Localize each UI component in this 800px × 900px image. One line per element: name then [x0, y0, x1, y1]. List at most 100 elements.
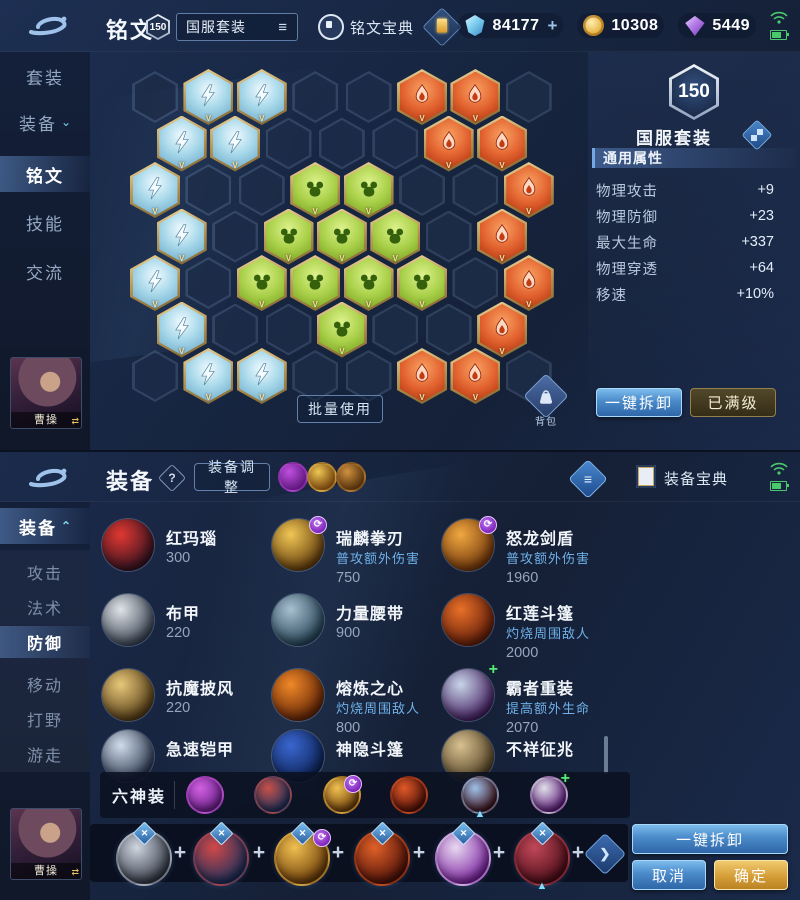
- build-slot-item[interactable]: ⟳ ✕: [274, 821, 331, 886]
- green-rune[interactable]: V: [397, 255, 447, 311]
- red-rune[interactable]: V: [423, 115, 474, 172]
- green-rune[interactable]: V: [343, 162, 394, 218]
- sidebar-item-roam[interactable]: 游走: [0, 738, 90, 770]
- blue-rune[interactable]: V: [183, 348, 234, 404]
- red-rune[interactable]: V: [450, 348, 501, 404]
- equip-item[interactable]: 熔炼之心 灼烧周围敌人 800: [272, 667, 442, 737]
- equip-item[interactable]: 红莲斗篷 灼烧周围敌人 2000: [442, 592, 612, 662]
- red-rune[interactable]: V: [477, 115, 528, 172]
- rune-level-marker: V: [446, 160, 452, 170]
- remove-item-icon[interactable]: ✕: [370, 821, 395, 846]
- red-rune[interactable]: V: [397, 348, 447, 404]
- blue-rune[interactable]: V: [236, 348, 287, 404]
- sidebar-item-skills[interactable]: 技能: [0, 204, 90, 240]
- preview-item-icon[interactable]: [336, 462, 366, 492]
- max-level-button[interactable]: 已满级: [690, 388, 776, 417]
- equip-item[interactable]: ⟳ 瑞麟拳刃 普攻额外伤害 750: [272, 516, 442, 587]
- blue-rune[interactable]: V: [156, 115, 207, 172]
- rune-codex-link[interactable]: 铭文宝典: [350, 20, 415, 37]
- attribute-value: +23: [749, 208, 774, 224]
- build-slot-item[interactable]: ✕: [435, 821, 491, 886]
- sidebar-item-defense[interactable]: 防御: [0, 626, 90, 658]
- equip-item-icon: [102, 594, 154, 646]
- green-rune[interactable]: V: [263, 208, 314, 265]
- green-rune[interactable]: V: [316, 301, 367, 358]
- sidebar-item-magic[interactable]: 法术: [0, 591, 90, 623]
- confirm-button[interactable]: 确定: [714, 860, 788, 890]
- build-slot-item[interactable]: ✕: [354, 821, 410, 886]
- list-icon: ≡: [278, 18, 288, 36]
- six-god-item-icon[interactable]: +: [530, 770, 570, 814]
- six-god-item-icon[interactable]: ⟳: [323, 775, 362, 814]
- green-rune[interactable]: V: [290, 162, 341, 218]
- six-god-item-icon[interactable]: ▲: [461, 776, 499, 820]
- sidebar-item-movement[interactable]: 移动: [0, 668, 90, 700]
- red-rune[interactable]: V: [477, 301, 528, 358]
- green-rune[interactable]: V: [370, 208, 421, 265]
- currency-purple-gem[interactable]: 5449: [678, 13, 756, 38]
- blue-rune[interactable]: V: [156, 208, 207, 265]
- attribute-row: 最大生命 +337: [596, 232, 774, 252]
- red-rune[interactable]: V: [397, 69, 447, 125]
- green-rune[interactable]: V: [316, 208, 367, 265]
- attribute-row: 移速 +10%: [596, 284, 774, 304]
- green-rune[interactable]: V: [343, 255, 394, 311]
- backpack-icon[interactable]: [523, 373, 569, 419]
- sidebar-item-equipment[interactable]: 装备 ⌄: [0, 104, 90, 140]
- remove-item-icon[interactable]: ✕: [209, 821, 234, 846]
- blue-rune[interactable]: V: [156, 301, 207, 358]
- build-slot-item[interactable]: ▲ ✕: [514, 821, 570, 892]
- equip-item[interactable]: 红玛瑙 300: [102, 517, 272, 587]
- sidebar-item-equipment[interactable]: 装备 ⌃: [0, 508, 90, 544]
- add-currency-button[interactable]: +: [547, 15, 558, 35]
- six-god-item-icon[interactable]: [186, 776, 224, 814]
- equipment-codex-link[interactable]: 装备宝典: [664, 471, 729, 488]
- blue-rune[interactable]: V: [236, 69, 287, 125]
- blue-rune[interactable]: V: [130, 162, 180, 218]
- blue-rune[interactable]: V: [130, 255, 180, 311]
- equip-item[interactable]: 力量腰带 900: [272, 592, 442, 662]
- rune-set-selector[interactable]: 国服套装 ≡: [176, 13, 298, 41]
- rune-level-marker: V: [205, 114, 212, 123]
- cancel-button[interactable]: 取消: [632, 860, 706, 890]
- remove-item-icon[interactable]: ✕: [132, 821, 157, 846]
- batch-use-button[interactable]: 批量使用: [297, 395, 383, 423]
- remove-item-icon[interactable]: ✕: [530, 821, 555, 846]
- six-god-item-icon[interactable]: [390, 776, 428, 814]
- remove-item-icon[interactable]: ✕: [290, 821, 315, 846]
- equip-item[interactable]: 抗魔披风 220: [102, 667, 272, 737]
- currency-gold-coin[interactable]: 10308: [577, 13, 665, 38]
- equipment-adjust-button[interactable]: 装备调整: [194, 459, 270, 495]
- blue-rune[interactable]: V: [210, 115, 261, 172]
- green-rune[interactable]: V: [236, 255, 287, 311]
- build-slot-item[interactable]: ✕: [193, 821, 249, 886]
- detach-all-button[interactable]: 一键拆卸: [632, 824, 788, 854]
- empty-rune-slot: [372, 303, 419, 356]
- sidebar-item-sets[interactable]: 套装: [0, 58, 90, 94]
- build-slot-item[interactable]: ✕: [116, 821, 172, 886]
- player-avatar[interactable]: 曹操 ⇄: [10, 808, 82, 880]
- sidebar-item-chat[interactable]: 交流: [0, 253, 90, 289]
- red-rune[interactable]: V: [450, 69, 501, 125]
- six-god-item-icon[interactable]: [254, 776, 292, 814]
- expand-slots-button[interactable]: ❯: [583, 832, 627, 876]
- equip-item[interactable]: + 霸者重装 提高额外生命 2070: [442, 661, 612, 737]
- equip-item[interactable]: 布甲 220: [102, 592, 272, 662]
- sidebar-item-runes[interactable]: 铭文: [0, 156, 90, 192]
- red-rune[interactable]: V: [477, 208, 528, 265]
- switch-hero-icon: ⇄: [71, 416, 79, 426]
- equipment-codex-icon[interactable]: [636, 465, 656, 488]
- list-scrollbar[interactable]: [604, 736, 608, 774]
- green-rune[interactable]: V: [290, 255, 341, 311]
- red-rune[interactable]: V: [503, 162, 554, 218]
- rune-codex-icon[interactable]: [318, 14, 344, 40]
- remove-item-icon[interactable]: ✕: [451, 821, 476, 846]
- sidebar-item-attack[interactable]: 攻击: [0, 556, 90, 588]
- currency-blue-diamond[interactable]: 84177 +: [458, 13, 564, 38]
- blue-rune[interactable]: V: [183, 69, 234, 125]
- sidebar-item-jungle[interactable]: 打野: [0, 703, 90, 735]
- equip-item[interactable]: ⟳ 怒龙剑盾 普攻额外伤害 1960: [442, 516, 612, 587]
- red-rune[interactable]: V: [503, 255, 554, 311]
- detach-all-button[interactable]: 一键拆卸: [596, 388, 682, 417]
- player-avatar[interactable]: 曹操 ⇄: [10, 357, 82, 429]
